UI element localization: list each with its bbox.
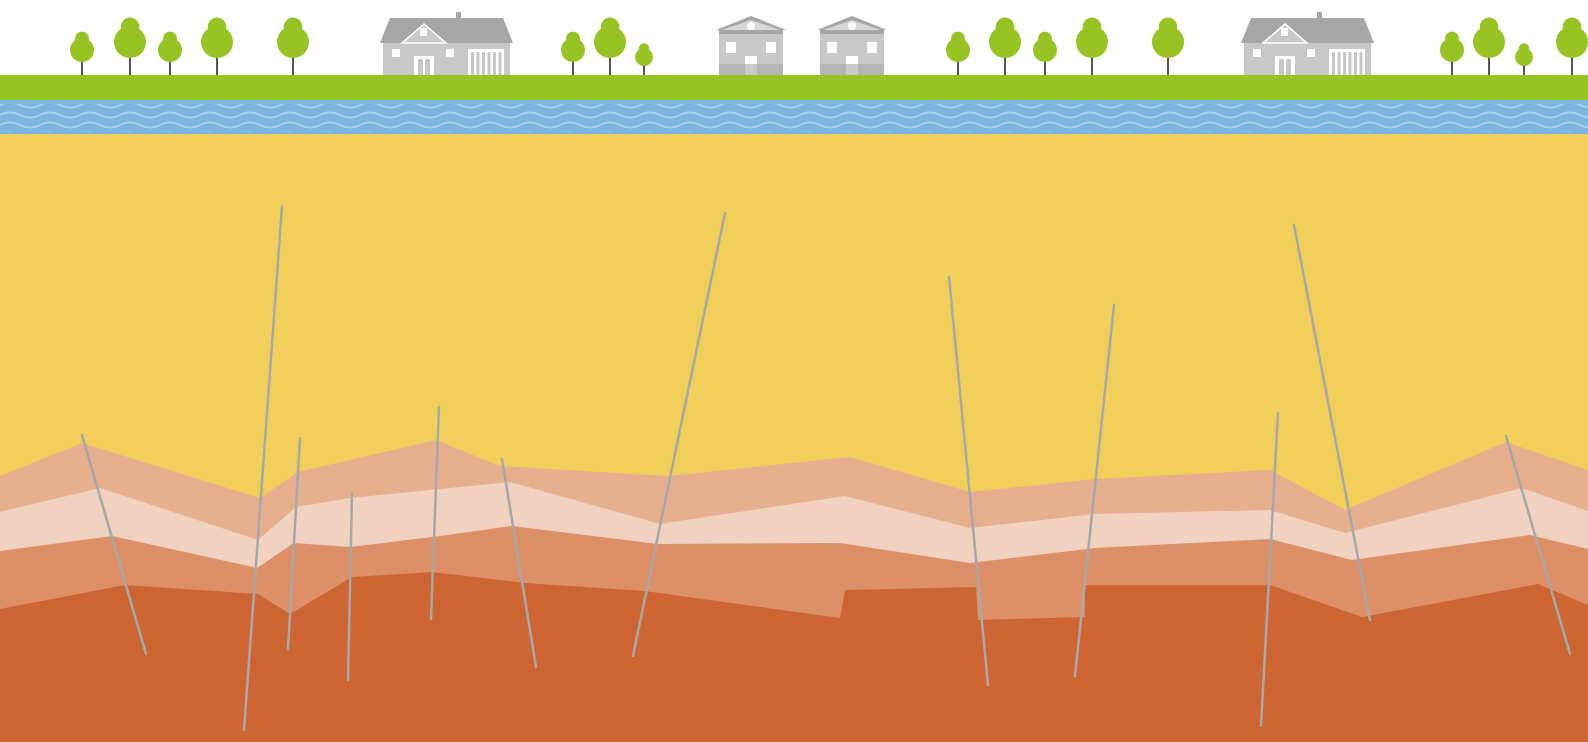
small-house-icon xyxy=(817,16,887,75)
wells xyxy=(80,204,1572,732)
farmhouse-icon xyxy=(1241,12,1374,75)
tree-icon xyxy=(277,17,309,75)
tree-icon xyxy=(158,31,182,75)
tree-icon xyxy=(989,17,1021,75)
tree-icon xyxy=(561,31,585,75)
well-line xyxy=(1292,223,1372,622)
tree-icon xyxy=(1473,17,1505,75)
water-waves xyxy=(0,104,1588,132)
tree-icon xyxy=(1515,43,1533,75)
tree-icon xyxy=(946,31,970,75)
tree-icon xyxy=(1152,17,1184,75)
well-line xyxy=(631,211,727,658)
tree-icon xyxy=(594,17,626,75)
tree-icon xyxy=(635,43,653,75)
tree-icon xyxy=(1033,31,1057,75)
well-line xyxy=(286,436,302,651)
tree-icon xyxy=(201,17,233,75)
tree-icon xyxy=(1076,17,1108,75)
tree-icon xyxy=(114,17,146,75)
surface-buildings xyxy=(380,12,1374,75)
bedrock-layer xyxy=(0,572,1588,742)
surface-trees xyxy=(70,17,1588,75)
well-line xyxy=(500,457,538,669)
well-line xyxy=(1504,434,1572,656)
small-house-icon xyxy=(716,16,786,75)
tree-icon xyxy=(1556,17,1588,75)
well-line xyxy=(242,204,284,732)
well-line xyxy=(1259,411,1280,728)
tree-icon xyxy=(1440,31,1464,75)
well-line xyxy=(80,433,148,656)
farmhouse-icon xyxy=(380,12,513,75)
grass-strip xyxy=(0,75,1588,100)
well-line xyxy=(429,405,441,621)
well-line xyxy=(947,275,990,687)
well-line xyxy=(1073,303,1116,678)
tree-icon xyxy=(70,31,94,75)
well-line xyxy=(346,492,354,682)
